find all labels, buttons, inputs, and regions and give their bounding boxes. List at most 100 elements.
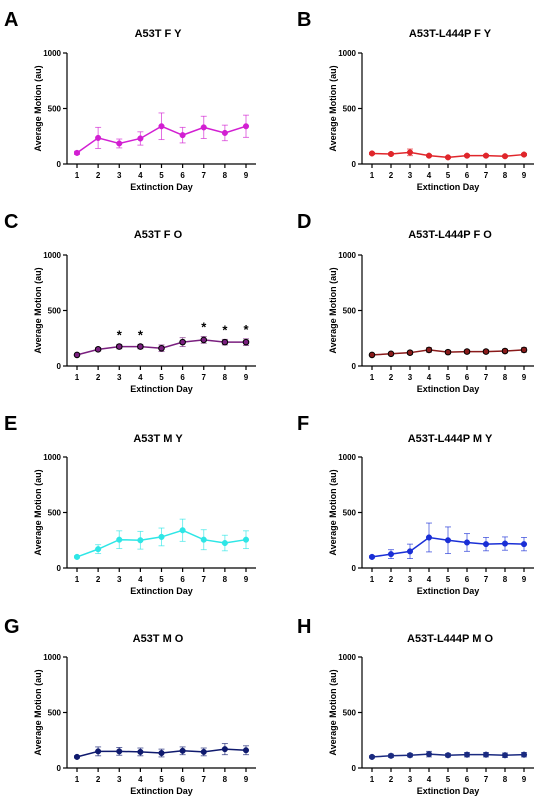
x-axis-label: Extinction Day	[130, 786, 193, 796]
x-tick-label: 6	[465, 373, 470, 382]
data-point	[482, 348, 490, 355]
data-point	[387, 150, 395, 158]
y-tick-label: 1000	[338, 453, 356, 462]
y-tick-label: 500	[343, 509, 357, 518]
data-point	[158, 749, 165, 757]
data-point	[115, 343, 123, 350]
x-tick-label: 3	[117, 575, 122, 584]
panel-f: F A53T-L444P M Y 0 500 1000 1 2 3 4 5 6 7 8 9 Extincti…	[297, 413, 534, 596]
data-point	[520, 751, 528, 758]
data-point	[444, 752, 452, 759]
x-tick-label: 2	[96, 171, 101, 180]
x-axis-label: Extinction Day	[417, 586, 480, 596]
x-tick-label: 8	[223, 171, 228, 180]
x-tick-label: 5	[446, 373, 451, 382]
data-point	[158, 123, 165, 130]
x-tick-label: 8	[503, 373, 508, 382]
panel-letter: E	[4, 413, 17, 435]
data-point	[482, 152, 490, 159]
y-axis-label: Average Motion (au)	[328, 65, 338, 151]
y-tick-label: 0	[352, 564, 357, 573]
panel-b: B A53T-L444P F Y 0 500 1000 1 2 3 4 5 6 7 8 9 Extincti…	[297, 9, 534, 192]
x-tick-label: 7	[202, 373, 207, 382]
y-tick-label: 0	[352, 764, 357, 773]
data-point	[137, 537, 144, 544]
x-tick-label: 1	[370, 775, 375, 784]
data-point	[444, 154, 452, 161]
data-point	[501, 153, 509, 160]
x-tick-label: 5	[446, 171, 451, 180]
x-tick-label: 7	[484, 171, 489, 180]
y-tick-label: 0	[57, 160, 62, 169]
x-tick-label: 4	[427, 575, 432, 584]
x-tick-label: 7	[202, 575, 207, 584]
data-point	[200, 124, 207, 131]
x-tick-label: 7	[202, 171, 207, 180]
x-tick-label: 2	[96, 575, 101, 584]
y-axis-label: Average Motion (au)	[33, 669, 43, 755]
x-tick-label: 7	[202, 775, 207, 784]
x-tick-label: 3	[408, 575, 413, 584]
data-point	[425, 152, 433, 159]
panel-title: A53T-L444P F Y	[409, 28, 492, 40]
x-tick-label: 1	[370, 171, 375, 180]
panel-letter: C	[4, 211, 18, 233]
x-tick-label: 9	[522, 575, 527, 584]
x-tick-label: 2	[96, 775, 101, 784]
y-tick-label: 0	[57, 362, 62, 371]
panel-title: A53T F O	[134, 229, 183, 241]
data-point	[242, 338, 250, 346]
data-point	[116, 748, 123, 755]
x-tick-label: 6	[465, 171, 470, 180]
y-tick-label: 1000	[338, 653, 356, 662]
y-tick-label: 1000	[43, 49, 61, 58]
x-tick-label: 4	[138, 775, 143, 784]
y-tick-label: 500	[48, 307, 62, 316]
x-tick-label: 1	[370, 373, 375, 382]
x-tick-label: 1	[75, 171, 80, 180]
panel-letter: A	[4, 9, 18, 31]
x-axis-label: Extinction Day	[417, 384, 480, 394]
y-tick-label: 0	[57, 564, 62, 573]
data-point	[520, 346, 528, 354]
x-tick-label: 6	[465, 575, 470, 584]
data-point	[179, 132, 186, 139]
x-tick-label: 2	[389, 775, 394, 784]
data-point	[242, 536, 250, 543]
x-tick-label: 5	[159, 171, 164, 180]
y-tick-label: 1000	[338, 49, 356, 58]
x-tick-label: 4	[138, 171, 143, 180]
significance-star: *	[138, 327, 144, 342]
data-point	[179, 747, 186, 754]
data-point	[179, 527, 186, 534]
x-tick-label: 6	[180, 575, 185, 584]
data-point	[463, 348, 471, 355]
x-tick-label: 1	[75, 775, 80, 784]
data-point	[425, 534, 433, 541]
panel-title: A53T-L444P M O	[407, 633, 493, 645]
data-point	[95, 748, 102, 755]
data-point	[94, 346, 102, 353]
y-tick-label: 1000	[43, 453, 61, 462]
x-axis-label: Extinction Day	[130, 182, 193, 192]
data-point	[501, 752, 509, 759]
panel-c: C A53T F O 0 500 1000 1 2 3 4 5 6 7 8 9 Extinction Day…	[4, 211, 256, 394]
x-tick-label: 6	[465, 775, 470, 784]
x-tick-label: 3	[117, 373, 122, 382]
y-axis-label: Average Motion (au)	[328, 669, 338, 755]
y-tick-label: 0	[352, 362, 357, 371]
x-tick-label: 9	[522, 171, 527, 180]
panel-d: D A53T-L444P F O 0 500 1000 1 2 3 4 5 6 7 8 9 Extincti…	[297, 211, 534, 394]
data-point	[137, 748, 144, 755]
data-point	[221, 539, 228, 547]
data-point	[406, 548, 414, 555]
panel-letter: F	[297, 413, 309, 435]
x-tick-label: 4	[427, 171, 432, 180]
panel-title: A53T F Y	[135, 28, 183, 40]
data-point	[137, 135, 144, 142]
data-point	[73, 553, 81, 560]
data-point	[158, 533, 165, 540]
x-tick-label: 6	[180, 775, 185, 784]
y-tick-label: 500	[343, 105, 357, 114]
x-tick-label: 5	[159, 373, 164, 382]
